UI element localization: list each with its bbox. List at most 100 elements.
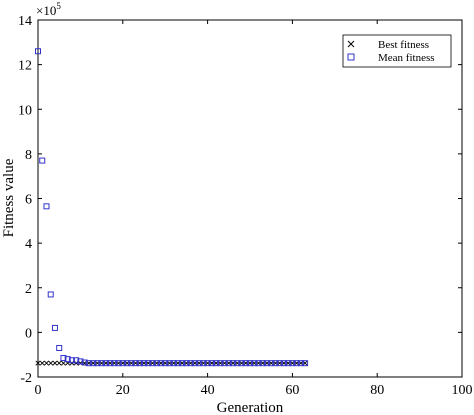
mean-fitness-point (268, 360, 275, 367)
mean-fitness-point (174, 360, 181, 367)
legend-label-mean: Mean fitness (378, 52, 435, 64)
mean-fitness-point (132, 360, 139, 367)
mean-fitness-point (107, 360, 114, 367)
best-fitness-point (35, 360, 41, 366)
mean-fitness-point (280, 360, 287, 367)
mean-fitness-point (68, 357, 75, 364)
mean-fitness-point (225, 360, 232, 367)
mean-fitness-point (162, 360, 169, 367)
mean-fitness-point (285, 360, 292, 367)
x-axis: 0 20 40 60 80 100 (35, 20, 473, 398)
x-tick-label: 60 (285, 383, 299, 398)
mean-fitness-point (166, 360, 173, 367)
mean-fitness-point (51, 324, 58, 331)
mean-fitness-point (77, 358, 84, 365)
mean-fitness-point (263, 360, 270, 367)
mean-fitness-point (289, 360, 296, 367)
mean-fitness-point (217, 360, 224, 367)
mean-fitness-point (183, 360, 190, 367)
legend-marker-mean (347, 53, 355, 61)
mean-fitness-point (119, 360, 126, 367)
mean-fitness-point (247, 360, 253, 367)
mean-fitness-point (145, 360, 152, 367)
mean-fitness-point (255, 360, 262, 367)
mean-fitness-point (221, 360, 228, 367)
data-marks (35, 48, 309, 367)
mean-fitness-point (170, 360, 177, 367)
y-axis: -2 0 2 4 6 8 10 12 14 (18, 14, 462, 386)
mean-fitness-point (141, 360, 147, 367)
mean-fitness-point (230, 360, 237, 367)
mean-fitness-point (124, 360, 131, 367)
y-tick-label: -2 (20, 371, 32, 386)
legend: Best fitness Mean fitness (342, 34, 452, 68)
mean-fitness-point (81, 359, 88, 366)
mean-fitness-point (204, 360, 211, 367)
y-tick-label: 14 (18, 14, 32, 29)
mean-fitness-point (213, 360, 220, 367)
best-fitness-point (48, 360, 54, 366)
x-tick-label: 80 (370, 383, 384, 398)
mean-fitness-point (196, 360, 203, 367)
y-multiplier-exponent: 5 (56, 1, 61, 11)
mean-fitness-point (47, 291, 54, 298)
legend-marker-best (347, 40, 355, 48)
y-tick-label: 4 (25, 237, 32, 252)
mean-fitness-point (90, 360, 97, 367)
mean-fitness-point (200, 360, 207, 367)
mean-fitness-point (128, 360, 135, 367)
x-tick-label: 20 (116, 383, 130, 398)
x-axis-label: Generation (217, 400, 284, 415)
mean-fitness-point (191, 360, 198, 367)
x-tick-label: 0 (35, 383, 42, 398)
mean-fitness-point (242, 360, 249, 367)
mean-fitness-point (297, 360, 304, 367)
mean-fitness-point (251, 360, 258, 367)
mean-fitness-point (208, 360, 215, 367)
mean-fitness-point (187, 360, 194, 367)
y-tick-label: 10 (18, 103, 32, 118)
mean-fitness-point (64, 356, 71, 363)
plot-area (37, 19, 463, 378)
mean-fitness-point (238, 360, 245, 367)
mean-fitness-point (102, 360, 109, 367)
mean-fitness-point (85, 360, 92, 367)
mean-fitness-point (98, 360, 105, 367)
mean-fitness-point (73, 357, 80, 364)
y-tick-label: 8 (25, 148, 32, 163)
mean-fitness-point (94, 360, 101, 367)
y-multiplier-base: ×10 (36, 3, 56, 18)
best-fitness-point (56, 360, 62, 366)
mean-fitness-point (56, 344, 63, 351)
y-tick-label: 2 (25, 282, 32, 297)
y-tick-label: 6 (25, 193, 32, 208)
x-tick-label: 40 (201, 383, 215, 398)
best-fitness-point (39, 360, 45, 366)
x-tick-label: 100 (452, 383, 473, 398)
mean-fitness-point (293, 360, 300, 367)
mean-fitness-point (43, 203, 50, 210)
best-fitness-point (52, 360, 58, 366)
mean-fitness-point (35, 48, 41, 55)
mean-fitness-point (149, 360, 156, 367)
y-tick-label: 0 (25, 326, 32, 341)
y-tick-label: 12 (18, 59, 32, 74)
best-fitness-point (43, 360, 49, 366)
legend-label-best: Best fitness (378, 39, 429, 51)
mean-fitness-point (272, 360, 279, 367)
series-mean-fitness (35, 48, 309, 367)
mean-fitness-point (136, 360, 143, 367)
y-multiplier: ×105 (36, 1, 61, 18)
mean-fitness-point (111, 360, 118, 367)
mean-fitness-point (157, 360, 164, 367)
mean-fitness-point (153, 360, 160, 367)
mean-fitness-point (115, 360, 122, 367)
mean-fitness-point (276, 360, 283, 367)
mean-fitness-point (302, 360, 309, 367)
mean-fitness-point (60, 355, 67, 362)
y-axis-label: Fitness value (1, 158, 17, 237)
mean-fitness-point (39, 157, 46, 164)
legend-box (342, 34, 452, 68)
mean-fitness-point (234, 360, 241, 367)
